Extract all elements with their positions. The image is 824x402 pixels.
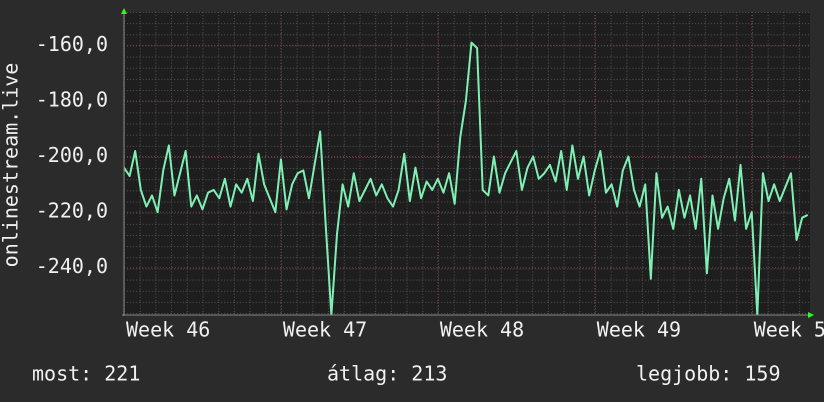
stat-current: most: 221 bbox=[32, 362, 140, 386]
y-tick-label: -160,0 bbox=[36, 32, 108, 56]
data-line bbox=[124, 41, 809, 315]
stat-average: átlag: 213 bbox=[327, 362, 447, 386]
y-axis-label: onlinestream.live bbox=[0, 63, 23, 268]
x-tick-label: Week 49 bbox=[597, 318, 681, 342]
x-tick-label: Week 50 bbox=[754, 318, 824, 342]
y-tick-label: -240,0 bbox=[36, 254, 108, 278]
y-tick-label: -220,0 bbox=[36, 199, 108, 223]
axis-arrow bbox=[121, 8, 127, 14]
x-tick-label: Week 48 bbox=[440, 318, 524, 342]
y-tick-label: -200,0 bbox=[36, 143, 108, 167]
axis-arrow bbox=[808, 312, 814, 318]
x-tick-label: Week 46 bbox=[126, 318, 210, 342]
y-tick-label: -180,0 bbox=[36, 87, 108, 111]
x-tick-label: Week 47 bbox=[283, 318, 367, 342]
minor-grid bbox=[124, 12, 810, 315]
stat-best: legjobb: 159 bbox=[636, 362, 781, 386]
